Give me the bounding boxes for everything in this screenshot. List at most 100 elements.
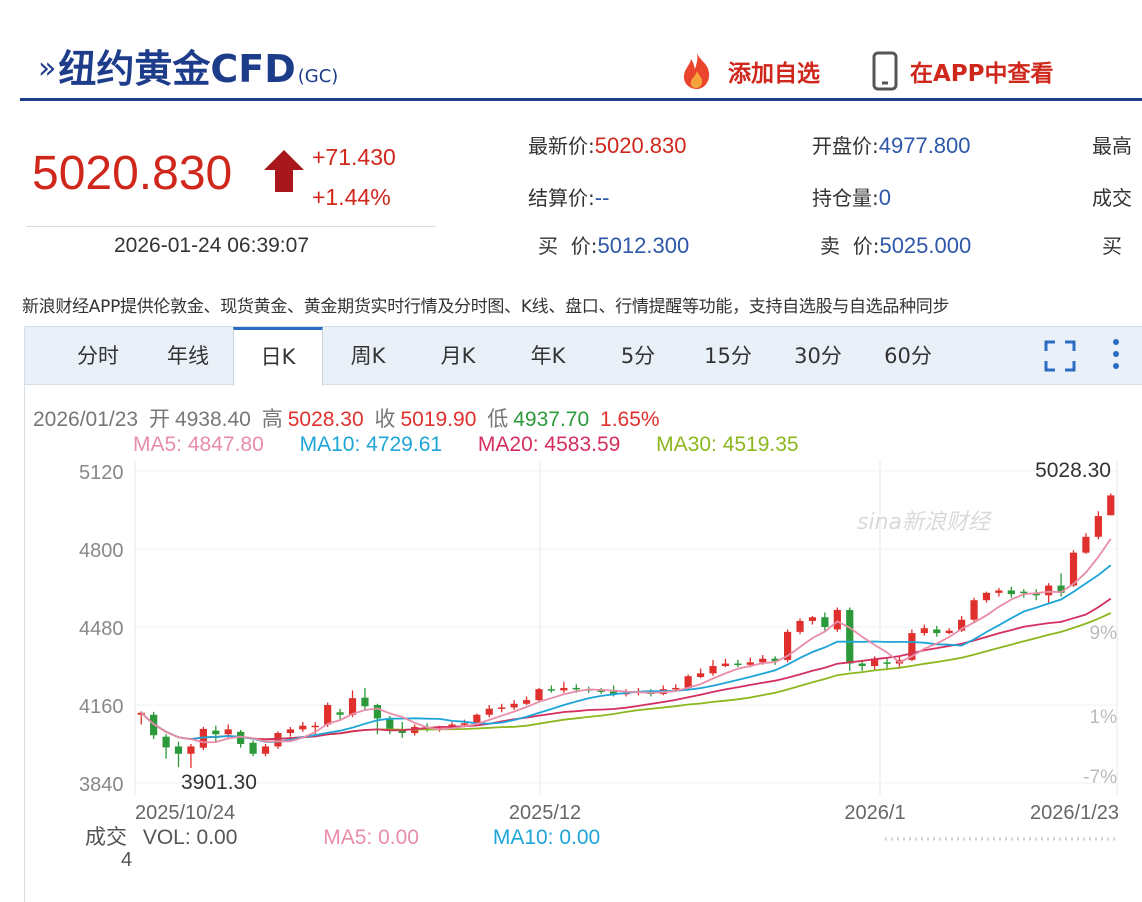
y-tick-label: 4800 (79, 540, 124, 562)
chart-panel: 分时 年线 日K 周K 月K 年K 5分 15分 30分 60分 2026/01… (24, 326, 1142, 902)
candle-body (261, 746, 270, 754)
add-watchlist-button[interactable]: 添加自选 (676, 50, 820, 92)
right-pct-label: 1% (1090, 707, 1118, 728)
candle-body (1107, 495, 1115, 516)
legend-ma10: MA10: 4729.61 (299, 433, 443, 456)
candle-body (796, 620, 804, 632)
candle-body (187, 746, 195, 754)
quote-divider (26, 226, 436, 227)
candle-body (696, 673, 705, 677)
ohlc-low: 4937.70 (513, 408, 590, 431)
tab-year-line[interactable]: 年线 (167, 344, 209, 368)
ohlc-low-label: 低 (487, 408, 509, 431)
candle-body (286, 729, 294, 734)
stat-latest-label: 最新价: (528, 134, 595, 158)
tab-daily-k[interactable]: 日K (233, 327, 323, 386)
tab-60min[interactable]: 60分 (884, 344, 932, 368)
candle-body (995, 590, 1003, 593)
flame-icon (683, 53, 710, 89)
candle-body (846, 609, 854, 664)
y-tick-label: 4160 (79, 696, 124, 718)
y-tick-label: 4480 (79, 618, 124, 640)
candle-body (473, 714, 481, 724)
stat-open: 开盘价:4977.800 (812, 132, 971, 160)
tab-intraday[interactable]: 分时 (77, 344, 119, 368)
stat-open-label: 开盘价: (812, 134, 879, 158)
candle-body (734, 663, 742, 666)
candle-body (1007, 590, 1015, 595)
candle-body (237, 731, 245, 744)
tab-30min[interactable]: 30分 (794, 344, 842, 368)
candle-body (771, 658, 779, 662)
candle-body (721, 663, 730, 666)
header-divider (20, 98, 1142, 101)
x-axis-label: 2026/1 (844, 802, 905, 824)
stat-open-interest: 持仓量:0 (812, 184, 891, 212)
volume-label: 成交 (85, 826, 127, 849)
ohlc-date: 2026/01/23 (33, 408, 139, 431)
candle-body (871, 658, 879, 666)
x-axis-label: 2026/1/23 (1030, 802, 1119, 824)
candle-body (908, 633, 916, 660)
candle-body (348, 698, 357, 715)
stat-ask: 卖 价:5025.000 (820, 232, 971, 260)
view-in-app-button[interactable]: 在APP中查看 (872, 50, 1054, 92)
candle-body (609, 691, 618, 695)
volume-vol: VOL: 0.00 (142, 826, 238, 849)
price-change: +71.430 (312, 144, 396, 170)
fullscreen-icon[interactable] (1043, 339, 1077, 373)
candle-body (373, 705, 381, 719)
stat-bid-label: 买 价: (538, 234, 598, 258)
candle-body (883, 662, 891, 664)
period-tabbar: 分时 年线 日K 周K 月K 年K 5分 15分 30分 60分 (25, 327, 1142, 386)
ohlc-high: 5028.30 (287, 408, 364, 431)
tab-yearly-k[interactable]: 年K (530, 344, 566, 368)
candle-body (945, 630, 953, 634)
view-in-app-label: 在APP中查看 (910, 61, 1054, 87)
stat-bid-value: 5012.300 (597, 233, 690, 258)
tab-5min[interactable]: 5分 (620, 344, 656, 368)
candlestick-chart[interactable]: 5120 4800 4480 4160 3840 9% 1% -7% sina新浪财经 5028.… (25, 327, 1142, 902)
candle-body (970, 600, 978, 620)
legend-ma5: MA5: 4847.80 (133, 433, 264, 456)
last-price: 5020.830 (32, 147, 233, 200)
candle-body (535, 689, 543, 701)
tab-15min[interactable]: 15分 (704, 344, 752, 368)
candle-body (783, 631, 792, 660)
legend-ma20: MA20: 4583.59 (477, 433, 621, 456)
tab-weekly-k[interactable]: 周K (350, 344, 386, 368)
stat-bid: 买 价:5012.300 (538, 232, 689, 260)
volume-ma5: MA5: 0.00 (323, 826, 419, 849)
more-menu-icon[interactable] (1111, 337, 1121, 373)
volume-ma10: MA10: 0.00 (492, 826, 601, 849)
ma5-line (140, 538, 1112, 744)
candle-body (299, 725, 307, 730)
tab-monthly-k[interactable]: 月K (440, 344, 476, 368)
y-tick-label: 3840 (79, 774, 124, 796)
candle-body (212, 730, 220, 735)
stat-ask-value: 5025.000 (879, 233, 972, 258)
candle-body (684, 676, 692, 688)
right-pct-label: -7% (1083, 767, 1117, 788)
candle-body (336, 712, 344, 715)
candle-body (311, 725, 319, 728)
candle-body (920, 628, 928, 634)
phone-icon (872, 51, 898, 91)
ohlc-open: 4938.40 (174, 408, 251, 431)
candle-body (709, 666, 717, 674)
legend-ma30: MA30: 4519.35 (656, 433, 799, 456)
min-price-label: 3901.30 (181, 771, 257, 794)
candle-body (510, 703, 518, 708)
candle-body (858, 663, 866, 666)
stat-bid2: 买 (1102, 232, 1122, 260)
candle-body (1094, 516, 1102, 537)
stat-settle: 结算价:-- (528, 184, 609, 212)
candle-body (572, 687, 580, 690)
max-price-label: 5028.30 (1035, 459, 1111, 482)
stat-high-label: 最高 (1092, 134, 1132, 158)
candle-body (460, 723, 469, 725)
candle-body (808, 617, 817, 621)
x-axis-label: 2025/12 (509, 802, 581, 824)
app-promo-notice[interactable]: 新浪财经APP提供伦敦金、现货黄金、黄金期货实时行情及分时图、K线、盘口、行情提… (22, 297, 950, 317)
ohlc-high-label: 高 (261, 408, 283, 431)
